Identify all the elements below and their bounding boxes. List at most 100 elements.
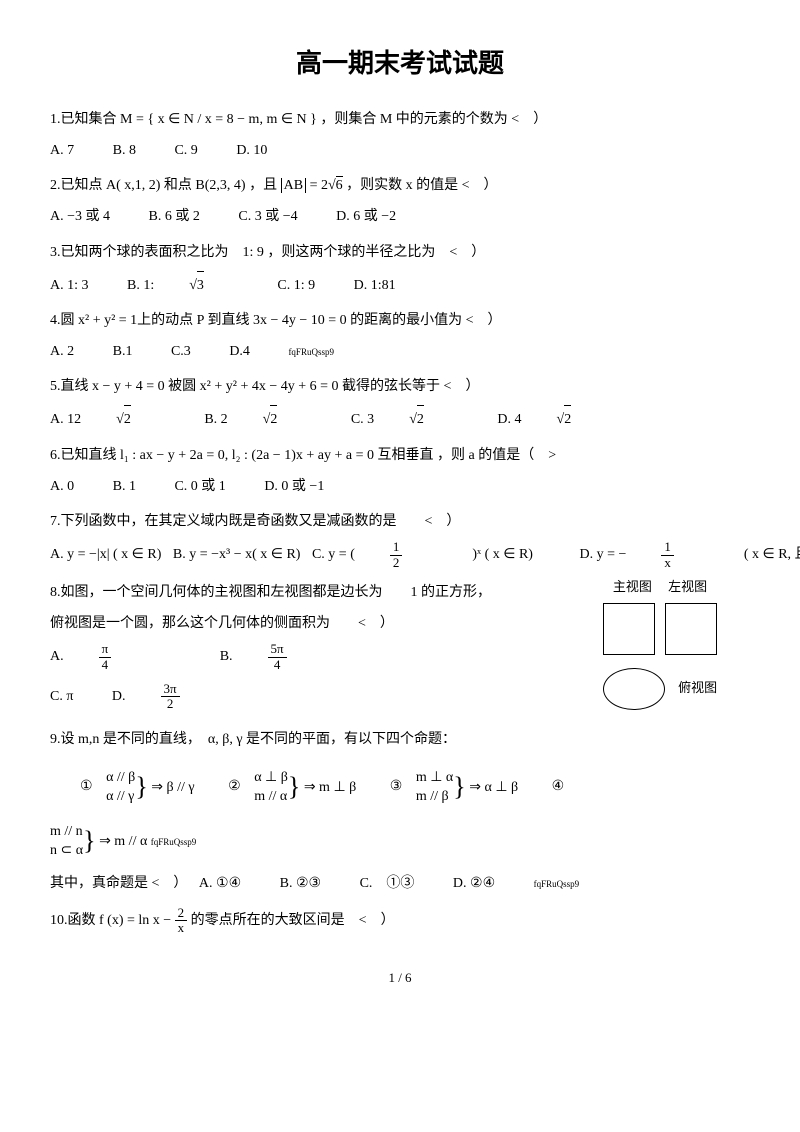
brace-icon: } bbox=[288, 774, 300, 800]
q9-g3: m ⊥ αm // β bbox=[416, 768, 453, 807]
q5-options: A. 12√2 B. 2√2 C. 3√2 D. 4√2 bbox=[50, 405, 750, 432]
q7-a: A. y = −|x| ( x ∈ R) bbox=[50, 542, 161, 567]
q9-props-row1: ① α // βα // γ} ⇒ β // γ ② α ⊥ βm // α} … bbox=[50, 768, 750, 807]
q10-den: x bbox=[175, 921, 188, 935]
q9-ans-text: 其中，真命题是 < ） bbox=[50, 871, 187, 896]
q4-d-txt: D.4 bbox=[229, 339, 250, 364]
q1-text: 1.已知集合 M = { x ∈ N / x = 8 − m, m ∈ N } … bbox=[50, 112, 547, 127]
q7d-suf: ( x ∈ R, 且 x ≠ 0) bbox=[744, 542, 800, 567]
q5b-sqrt: 2 bbox=[270, 405, 277, 432]
q9-g1a: α // β bbox=[106, 768, 135, 788]
q9-b: B. ②③ bbox=[280, 871, 321, 896]
q6-c: C. 0 或 1 bbox=[174, 474, 225, 499]
q5d-pre: D. 4 bbox=[497, 407, 521, 432]
q8a-pre: A. bbox=[50, 644, 64, 669]
main-view-square bbox=[603, 603, 655, 655]
q4-a: A. 2 bbox=[50, 339, 74, 364]
q6-a: A. 0 bbox=[50, 474, 74, 499]
q10-num: 2 bbox=[175, 906, 188, 921]
top-view-ellipse bbox=[603, 668, 665, 710]
q5b-pre: B. 2 bbox=[204, 407, 227, 432]
q6-b: B. 1 bbox=[113, 474, 136, 499]
q7c-num: 1 bbox=[390, 540, 403, 555]
q9-c4: ④ bbox=[552, 779, 565, 794]
q3-c: C. 1: 9 bbox=[277, 273, 315, 298]
q3: 3.已知两个球的表面积之比为 1: 9 ，则这两个球的半径之比为 < ） bbox=[50, 240, 750, 265]
q7c-pre: C. y = ( bbox=[312, 542, 355, 567]
q9-r4: ⇒ m // α bbox=[96, 834, 148, 849]
q6-d: D. 0 或 −1 bbox=[264, 474, 324, 499]
q9-tiny2: fqFRuQssp9 bbox=[534, 876, 580, 892]
q8a-den: 4 bbox=[99, 658, 112, 672]
q7d-num: 1 bbox=[661, 540, 674, 555]
q7: 7.下列函数中，在其定义域内既是奇函数又是减函数的是 < ） bbox=[50, 509, 750, 534]
q4-options: A. 2 B.1 C.3 D.4 fqFRuQssp9 bbox=[50, 339, 750, 364]
q3-b-pre: B. 1: bbox=[127, 273, 154, 298]
q4: 4.圆 x² + y² = 1上的动点 P 到直线 3x − 4y − 10 =… bbox=[50, 308, 750, 333]
q2-a: A. −3 或 4 bbox=[50, 204, 110, 229]
q2-pre: 2.已知点 A( x,1, 2) 和点 B(2,3, 4) ，且 bbox=[50, 178, 281, 193]
q6: 6.已知直线 l₁ : ax − y + 2a = 0, l₂ : (2a − … bbox=[50, 443, 750, 468]
q1: 1.已知集合 M = { x ∈ N / x = 8 − m, m ∈ N } … bbox=[50, 107, 750, 132]
q3-options: A. 1: 3 B. 1: √3 C. 1: 9 D. 1:81 bbox=[50, 271, 750, 298]
q1-a: A. 7 bbox=[50, 138, 74, 163]
q9-r2: ⇒ m ⊥ β bbox=[300, 779, 356, 794]
q10-pre: 10.函数 f (x) = ln x − bbox=[50, 913, 175, 928]
q7d-den: x bbox=[661, 556, 674, 570]
q9-c: C. ①③ bbox=[360, 871, 415, 896]
q4-b: B.1 bbox=[113, 339, 133, 364]
q10-suf: 的零点所在的大致区间是 < ） bbox=[187, 913, 394, 928]
q6-options: A. 0 B. 1 C. 0 或 1 D. 0 或 −1 bbox=[50, 474, 750, 499]
page-title: 高一期末考试试题 bbox=[50, 40, 750, 87]
q9-c3: ③ bbox=[390, 779, 403, 794]
q7c-suf: )ˣ ( x ∈ R) bbox=[472, 542, 533, 567]
q2-suf: ，则实数 x 的值是 < ） bbox=[346, 178, 497, 193]
q8d-pre: D. bbox=[112, 684, 126, 709]
q3-a: A. 1: 3 bbox=[50, 273, 89, 298]
q7d-pre: D. y = − bbox=[579, 542, 626, 567]
q5d-sqrt: 2 bbox=[564, 405, 571, 432]
q2-options: A. −3 或 4 B. 6 或 2 C. 3 或 −4 D. 6 或 −2 bbox=[50, 204, 750, 229]
q5: 5.直线 x − y + 4 = 0 被圆 x² + y² + 4x − 4y … bbox=[50, 374, 750, 399]
q8-figures: 主视图 左视图 俯视图 bbox=[570, 575, 750, 710]
q4-c: C.3 bbox=[171, 339, 191, 364]
q9-g3b: m // β bbox=[416, 787, 453, 807]
q8-b: B. 5π4 bbox=[220, 642, 357, 672]
q2-d: D. 6 或 −2 bbox=[336, 204, 396, 229]
label-left: 左视图 bbox=[668, 579, 707, 594]
q9-g4: m // nn ⊂ α bbox=[50, 822, 83, 861]
q2-sqrt: 6 bbox=[336, 176, 343, 193]
brace-icon: } bbox=[453, 774, 465, 800]
q7-options: A. y = −|x| ( x ∈ R) B. y = −x³ − x( x ∈… bbox=[50, 540, 750, 570]
q9-r1: ⇒ β // γ bbox=[148, 779, 195, 794]
q8d-num: 3π bbox=[161, 682, 180, 697]
q9-g3a: m ⊥ α bbox=[416, 768, 453, 788]
q10: 10.函数 f (x) = ln x − 2x 的零点所在的大致区间是 < ） bbox=[50, 906, 750, 936]
q7c-den: 2 bbox=[390, 556, 403, 570]
label-top: 俯视图 bbox=[678, 680, 717, 695]
q8b-num: 5π bbox=[268, 642, 287, 657]
q9-g2: α ⊥ βm // α bbox=[254, 768, 288, 807]
q9-r3: ⇒ α ⊥ β bbox=[466, 779, 518, 794]
q2-abs: AB bbox=[281, 178, 306, 193]
brace-icon: } bbox=[83, 828, 95, 854]
q1-options: A. 7 B. 8 C. 9 D. 10 bbox=[50, 138, 750, 163]
q8b-den: 4 bbox=[268, 658, 287, 672]
q8-d: D. 3π2 bbox=[112, 682, 250, 712]
q1-c: C. 9 bbox=[174, 138, 197, 163]
q9-props-row2: m // nn ⊂ α} ⇒ m // α fqFRuQssp9 bbox=[50, 822, 750, 861]
q5a-sqrt: 2 bbox=[124, 405, 131, 432]
q9-g4a: m // n bbox=[50, 822, 83, 842]
q2-c: C. 3 或 −4 bbox=[238, 204, 297, 229]
q9-c2: ② bbox=[228, 779, 241, 794]
q9-g2a: α ⊥ β bbox=[254, 768, 288, 788]
q9-g1b: α // γ bbox=[106, 787, 135, 807]
q4-tiny: fqFRuQssp9 bbox=[288, 344, 334, 360]
q5-b: B. 2√2 bbox=[204, 405, 312, 432]
q5c-pre: C. 3 bbox=[351, 407, 374, 432]
q5c-sqrt: 2 bbox=[417, 405, 424, 432]
q9-tiny: fqFRuQssp9 bbox=[151, 837, 197, 847]
q8a-num: π bbox=[99, 642, 112, 657]
q8d-den: 2 bbox=[161, 697, 180, 711]
q4-d: D.4 fqFRuQssp9 bbox=[229, 339, 369, 364]
